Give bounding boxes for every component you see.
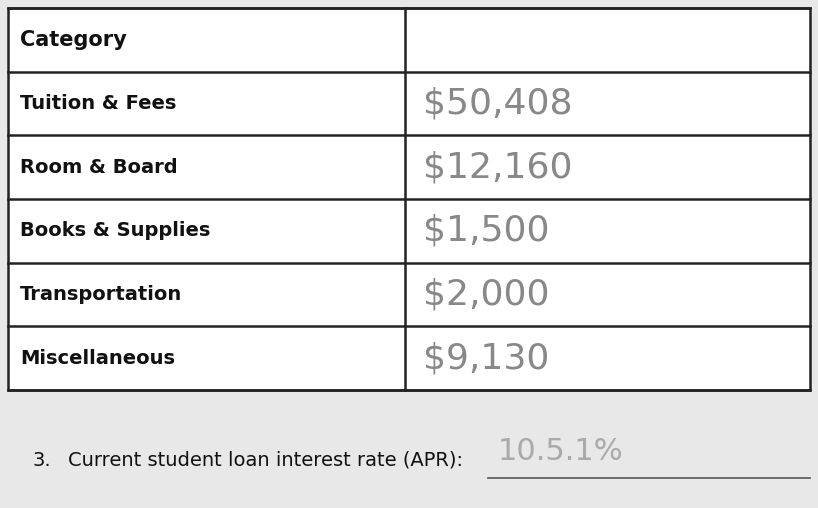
Text: 10.5.1%: 10.5.1% — [498, 437, 623, 466]
Text: Books & Supplies: Books & Supplies — [20, 221, 210, 240]
Text: Room & Board: Room & Board — [20, 157, 178, 177]
Text: $12,160: $12,160 — [423, 150, 573, 184]
Text: $2,000: $2,000 — [423, 277, 550, 311]
Text: $1,500: $1,500 — [423, 214, 550, 248]
Text: Miscellaneous: Miscellaneous — [20, 348, 175, 368]
Text: Transportation: Transportation — [20, 285, 182, 304]
Text: Category: Category — [20, 30, 127, 50]
Text: 3.: 3. — [33, 451, 52, 469]
Bar — [8, 8, 810, 390]
Text: Current student loan interest rate (APR):: Current student loan interest rate (APR)… — [68, 451, 463, 469]
Text: $50,408: $50,408 — [423, 86, 573, 120]
Text: $9,130: $9,130 — [423, 341, 550, 375]
Text: Tuition & Fees: Tuition & Fees — [20, 94, 177, 113]
